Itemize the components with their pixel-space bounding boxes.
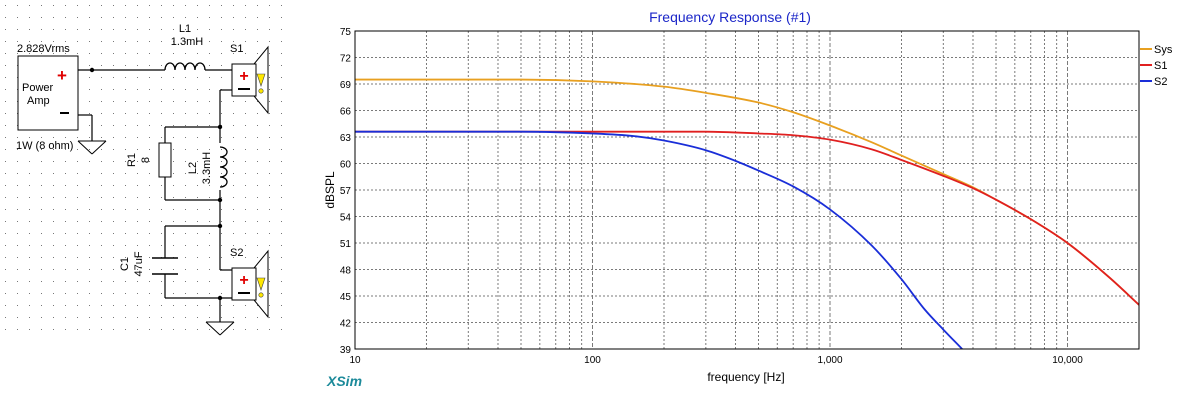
capacitor-C1[interactable]: C1 47uF <box>119 251 178 277</box>
speaker-S2-warning-icon <box>256 277 266 291</box>
power-amp-box <box>17 55 79 131</box>
x-axis-label: frequency [Hz] <box>707 370 784 384</box>
ground-icon-s2 <box>205 321 235 336</box>
y-tick-label: 63 <box>340 133 352 144</box>
y-tick-label: 75 <box>340 27 352 38</box>
amp-plus-icon: + <box>57 66 67 85</box>
speaker-S1-magnet <box>231 63 257 97</box>
curves <box>355 78 1139 349</box>
y-tick-label: 72 <box>340 54 352 65</box>
x-tick-label: 10,000 <box>1052 355 1083 366</box>
x-tick-labels: 10 100 1,000 10,000 <box>349 355 1083 366</box>
speaker-S2-plus-icon: + <box>239 272 248 289</box>
junction-dots <box>89 67 223 301</box>
L1-value: 1.3mH <box>171 36 203 48</box>
L2-name: L2 <box>187 162 199 174</box>
ground-icon <box>77 140 107 155</box>
speaker-S1-plus-icon: + <box>239 68 248 85</box>
x-tick-label: 1,000 <box>817 355 842 366</box>
series-line-s2 <box>355 130 963 349</box>
x-tick-label: 10 <box>349 355 361 366</box>
source-voltage-label: 2.828Vrms <box>17 43 70 55</box>
speaker-S2[interactable]: + S2 <box>230 247 269 319</box>
y-tick-label: 66 <box>340 107 352 118</box>
y-tick-label: 39 <box>340 345 352 356</box>
amp-label-amp: Amp <box>27 95 50 107</box>
speaker-S1[interactable]: + S1 <box>230 43 269 115</box>
amp-rating-label: 1W (8 ohm) <box>16 140 73 152</box>
y-axis-label: dBSPL <box>323 171 337 209</box>
legend-label-s2: S2 <box>1154 76 1167 88</box>
inductor-L2-coil <box>219 146 228 188</box>
resistor-R1[interactable]: R1 8 <box>126 142 172 178</box>
frequency-response-chart: Frequency Response (#1) 39 42 45 48 51 54 57 60… <box>323 9 1173 389</box>
R1-name: R1 <box>126 153 138 167</box>
y-tick-label: 48 <box>340 266 352 277</box>
inductor-L1[interactable]: L1 1.3mH <box>164 23 206 71</box>
y-tick-label: 42 <box>340 319 352 330</box>
y-tick-label: 60 <box>340 160 352 171</box>
inductor-L2[interactable]: L2 3.3mH <box>187 146 228 188</box>
y-tick-label: 69 <box>340 80 352 91</box>
amp-label-power: Power <box>22 82 54 94</box>
R1-value: 8 <box>140 157 152 163</box>
y-tick-labels: 39 42 45 48 51 54 57 60 63 66 69 72 75 <box>340 27 352 356</box>
speaker-S1-warning-icon <box>256 73 266 87</box>
legend-label-sys: Sys <box>1154 44 1173 56</box>
L2-value: 3.3mH <box>201 152 213 184</box>
y-tick-label: 54 <box>340 213 352 224</box>
y-tick-label: 51 <box>340 239 352 250</box>
y-tick-label: 57 <box>340 186 352 197</box>
x-tick-label: 100 <box>584 355 601 366</box>
C1-name: C1 <box>119 257 131 271</box>
y-tick-label: 45 <box>340 292 352 303</box>
power-amp[interactable]: + Power Amp <box>17 55 79 131</box>
schematic-panel: + Power Amp 2.828Vrms 1W (8 ohm) L1 1.3m… <box>0 0 290 340</box>
legend: Sys S1 S2 <box>1140 44 1173 88</box>
legend-label-s1: S1 <box>1154 60 1167 72</box>
L1-name: L1 <box>179 23 191 35</box>
inductor-L1-coil <box>164 62 206 71</box>
resistor-R1-body <box>158 142 172 178</box>
S1-name: S1 <box>230 43 243 55</box>
xsim-logo: XSim <box>326 373 362 389</box>
plot-frame <box>354 30 1140 350</box>
grid-lines <box>355 31 1139 349</box>
series-line-s1 <box>355 130 1139 306</box>
S2-name: S2 <box>230 247 243 259</box>
chart-title: Frequency Response (#1) <box>649 9 811 25</box>
speaker-S2-magnet <box>231 267 257 301</box>
C1-value: 47uF <box>133 251 145 276</box>
